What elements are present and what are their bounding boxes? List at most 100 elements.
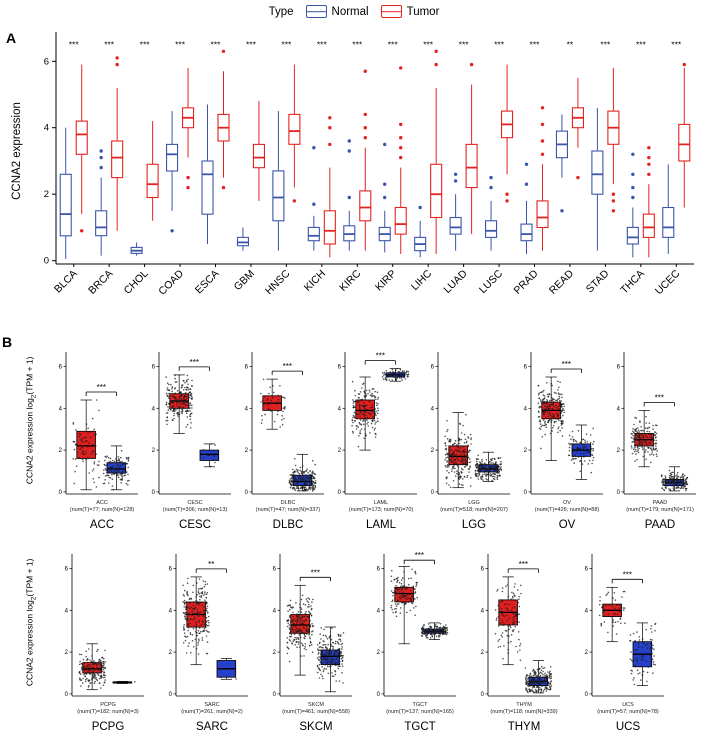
svg-text:UCEC: UCEC	[653, 267, 683, 297]
legend: Type Normal Tumor	[0, 5, 708, 18]
svg-text:***: ***	[246, 39, 257, 49]
svg-text:4: 4	[65, 608, 69, 614]
legend-item-tumor-label: Tumor	[406, 5, 440, 18]
svg-text:THYM: THYM	[508, 721, 541, 733]
svg-text:LUAD: LUAD	[441, 267, 470, 296]
svg-text:4: 4	[273, 608, 277, 614]
svg-text:LUSC: LUSC	[477, 267, 506, 296]
ylabel-text: CCNA2 expression log	[24, 600, 35, 687]
svg-text:0: 0	[481, 692, 485, 698]
svg-text:BRCA: BRCA	[86, 268, 115, 297]
svg-text:KIRP: KIRP	[373, 268, 399, 294]
svg-text:***: ***	[423, 39, 434, 49]
svg-text:0: 0	[585, 692, 589, 698]
category-chol: *** CHOL	[122, 39, 159, 297]
category-prad: *** PRAD	[511, 39, 549, 297]
svg-text:0: 0	[524, 490, 528, 496]
svg-text:***: ***	[281, 39, 292, 49]
svg-text:***: ***	[104, 39, 115, 49]
svg-text:4: 4	[338, 406, 342, 412]
svg-text:6: 6	[431, 365, 435, 371]
svg-text:KICH: KICH	[302, 268, 328, 294]
svg-text:(num(T)=261; num(N)=2): (num(T)=261; num(N)=2)	[181, 709, 243, 715]
svg-text:6: 6	[169, 567, 173, 573]
category-stad: *** STAD	[584, 39, 620, 295]
svg-text:***: ***	[671, 39, 682, 49]
svg-text:2: 2	[481, 650, 485, 656]
svg-text:4: 4	[431, 406, 435, 412]
svg-text:COAD: COAD	[156, 267, 186, 297]
svg-text:OV: OV	[559, 519, 576, 531]
ylabel-text: CCNA2 expression log	[24, 398, 35, 485]
svg-text:CHOL: CHOL	[122, 268, 151, 297]
svg-text:0: 0	[59, 490, 63, 496]
svg-text:(num(T)=306; num(N)=13): (num(T)=306; num(N)=13)	[163, 507, 228, 513]
svg-text:6: 6	[481, 567, 485, 573]
ylabel-subscript: 2	[30, 394, 38, 399]
svg-text:PAAD: PAAD	[653, 500, 668, 506]
svg-text:6: 6	[273, 567, 277, 573]
svg-text:CESC: CESC	[187, 500, 202, 506]
legend-item-normal-label: Normal	[331, 5, 369, 18]
svg-text:2: 2	[44, 189, 49, 200]
svg-text:2: 2	[245, 448, 249, 454]
svg-text:BLCA: BLCA	[52, 268, 80, 296]
svg-text:***: ***	[636, 39, 647, 49]
svg-text:ACC: ACC	[90, 519, 114, 531]
svg-text:LIHC: LIHC	[409, 267, 435, 293]
svg-text:6: 6	[245, 365, 249, 371]
svg-text:GBM: GBM	[232, 268, 257, 293]
ylabel-text: (TPM + 1)	[24, 558, 35, 597]
svg-text:***: ***	[388, 39, 399, 49]
svg-text:PCPG: PCPG	[92, 721, 125, 733]
svg-text:2: 2	[169, 650, 173, 656]
svg-text:***: ***	[175, 39, 186, 49]
category-coad: *** COAD	[156, 39, 195, 298]
category-gbm: *** GBM	[232, 39, 265, 293]
svg-text:0: 0	[338, 490, 342, 496]
svg-text:4: 4	[59, 406, 63, 412]
svg-text:0: 0	[431, 490, 435, 496]
svg-text:UCS: UCS	[616, 721, 641, 733]
svg-text:***: ***	[140, 39, 151, 49]
svg-text:0: 0	[273, 692, 277, 698]
category-kich: *** KICH	[302, 39, 336, 294]
svg-text:***: ***	[190, 358, 199, 367]
svg-text:SKCM: SKCM	[308, 702, 324, 708]
svg-text:KIRC: KIRC	[337, 267, 364, 294]
svg-text:***: ***	[415, 551, 424, 560]
svg-text:4: 4	[377, 608, 381, 614]
svg-text:4: 4	[152, 406, 156, 412]
svg-text:(num(T)=137; num(N)=165): (num(T)=137; num(N)=165)	[386, 709, 454, 715]
svg-text:***: ***	[317, 39, 328, 49]
svg-text:4: 4	[481, 608, 485, 614]
svg-text:OV: OV	[563, 500, 571, 506]
svg-text:***: ***	[97, 383, 106, 392]
svg-text:0: 0	[65, 692, 69, 698]
svg-text:2: 2	[65, 650, 69, 656]
svg-text:0: 0	[617, 490, 621, 496]
svg-text:PRAD: PRAD	[511, 267, 540, 296]
legend-item-normal: Normal	[305, 5, 369, 18]
svg-text:(num(T)=47; num(N)=337): (num(T)=47; num(N)=337)	[256, 507, 321, 513]
svg-text:TGCT: TGCT	[404, 721, 435, 733]
svg-text:2: 2	[524, 448, 528, 454]
category-lusc: *** LUSC	[477, 39, 514, 296]
svg-text:***: ***	[530, 39, 541, 49]
svg-text:***: ***	[283, 362, 292, 371]
svg-text:**: **	[567, 39, 574, 49]
category-esca: *** ESCA	[193, 39, 230, 296]
svg-text:2: 2	[585, 650, 589, 656]
svg-text:6: 6	[44, 56, 49, 67]
svg-text:LAML: LAML	[374, 500, 388, 506]
svg-text:4: 4	[617, 406, 621, 412]
svg-text:0: 0	[152, 490, 156, 496]
